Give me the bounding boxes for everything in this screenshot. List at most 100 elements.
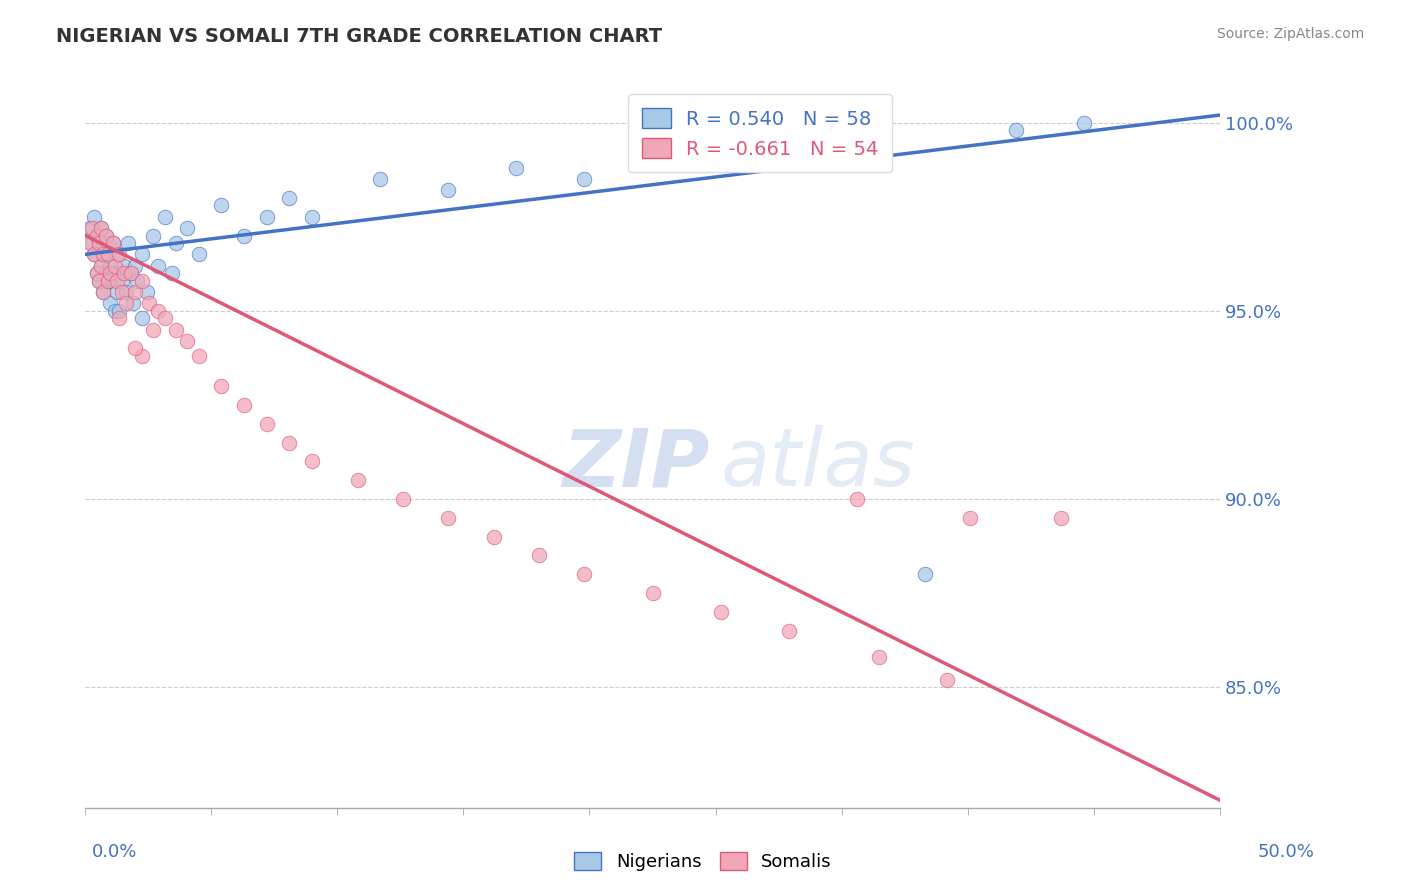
Point	[87, 235, 110, 250]
Point	[94, 266, 117, 280]
Point	[97, 274, 120, 288]
Point	[176, 221, 198, 235]
Point	[641, 586, 664, 600]
Point	[1073, 115, 1095, 129]
Point	[936, 673, 959, 687]
Point	[90, 259, 112, 273]
Point	[233, 228, 256, 243]
Point	[138, 296, 160, 310]
Point	[1050, 510, 1073, 524]
Point	[86, 266, 108, 280]
Legend: R = 0.540   N = 58, R = -0.661   N = 54: R = 0.540 N = 58, R = -0.661 N = 54	[628, 95, 893, 172]
Text: NIGERIAN VS SOMALI 7TH GRADE CORRELATION CHART: NIGERIAN VS SOMALI 7TH GRADE CORRELATION…	[56, 27, 662, 45]
Point	[93, 247, 115, 261]
Point	[187, 349, 209, 363]
Point	[165, 323, 187, 337]
Point	[437, 510, 460, 524]
Point	[301, 210, 323, 224]
Point	[93, 247, 115, 261]
Point	[914, 567, 936, 582]
Point	[115, 296, 138, 310]
Point	[108, 266, 131, 280]
Point	[86, 228, 108, 243]
Point	[97, 235, 120, 250]
Point	[160, 266, 183, 280]
Point	[209, 379, 232, 393]
Point	[98, 296, 121, 310]
Point	[1004, 123, 1026, 137]
Point	[868, 650, 890, 665]
Point	[131, 349, 153, 363]
Point	[146, 303, 169, 318]
Point	[90, 259, 112, 273]
Text: 0.0%: 0.0%	[91, 843, 136, 861]
Point	[98, 266, 121, 280]
Point	[90, 221, 112, 235]
Text: Source: ZipAtlas.com: Source: ZipAtlas.com	[1216, 27, 1364, 41]
Point	[574, 172, 596, 186]
Point	[94, 228, 117, 243]
Point	[124, 259, 146, 273]
Point	[176, 334, 198, 348]
Point	[110, 274, 132, 288]
Legend: Nigerians, Somalis: Nigerians, Somalis	[567, 845, 839, 879]
Point	[301, 454, 323, 468]
Point	[108, 303, 131, 318]
Point	[93, 285, 115, 299]
Point	[233, 398, 256, 412]
Point	[94, 228, 117, 243]
Point	[87, 274, 110, 288]
Point	[97, 247, 120, 261]
Point	[86, 228, 108, 243]
Point	[83, 210, 105, 224]
Point	[709, 605, 731, 619]
Point	[101, 235, 124, 250]
Point	[110, 285, 132, 299]
Text: atlas: atlas	[720, 425, 915, 503]
Point	[131, 274, 153, 288]
Point	[115, 285, 138, 299]
Point	[117, 235, 139, 250]
Point	[120, 266, 142, 280]
Point	[93, 285, 115, 299]
Point	[131, 247, 153, 261]
Point	[87, 235, 110, 250]
Point	[108, 311, 131, 326]
Point	[79, 235, 101, 250]
Text: ZIP: ZIP	[562, 425, 709, 503]
Point	[868, 145, 890, 160]
Point	[105, 247, 128, 261]
Point	[86, 266, 108, 280]
Point	[153, 311, 176, 326]
Point	[98, 259, 121, 273]
Point	[142, 323, 165, 337]
Point	[127, 274, 149, 288]
Point	[104, 266, 127, 280]
Point	[135, 285, 157, 299]
Point	[392, 491, 415, 506]
Point	[209, 198, 232, 212]
Point	[101, 235, 124, 250]
Point	[733, 153, 755, 168]
Point	[104, 303, 127, 318]
Point	[959, 510, 981, 524]
Point	[482, 530, 505, 544]
Point	[505, 161, 527, 175]
Point	[142, 228, 165, 243]
Point	[778, 624, 800, 638]
Point	[97, 274, 120, 288]
Point	[101, 274, 124, 288]
Point	[131, 311, 153, 326]
Point	[437, 183, 460, 197]
Point	[278, 191, 301, 205]
Point	[87, 274, 110, 288]
Point	[256, 210, 278, 224]
Point	[83, 247, 105, 261]
Point	[256, 417, 278, 431]
Point	[108, 247, 131, 261]
Point	[346, 473, 368, 487]
Point	[574, 567, 596, 582]
Point	[845, 491, 868, 506]
Point	[527, 549, 550, 563]
Point	[368, 172, 391, 186]
